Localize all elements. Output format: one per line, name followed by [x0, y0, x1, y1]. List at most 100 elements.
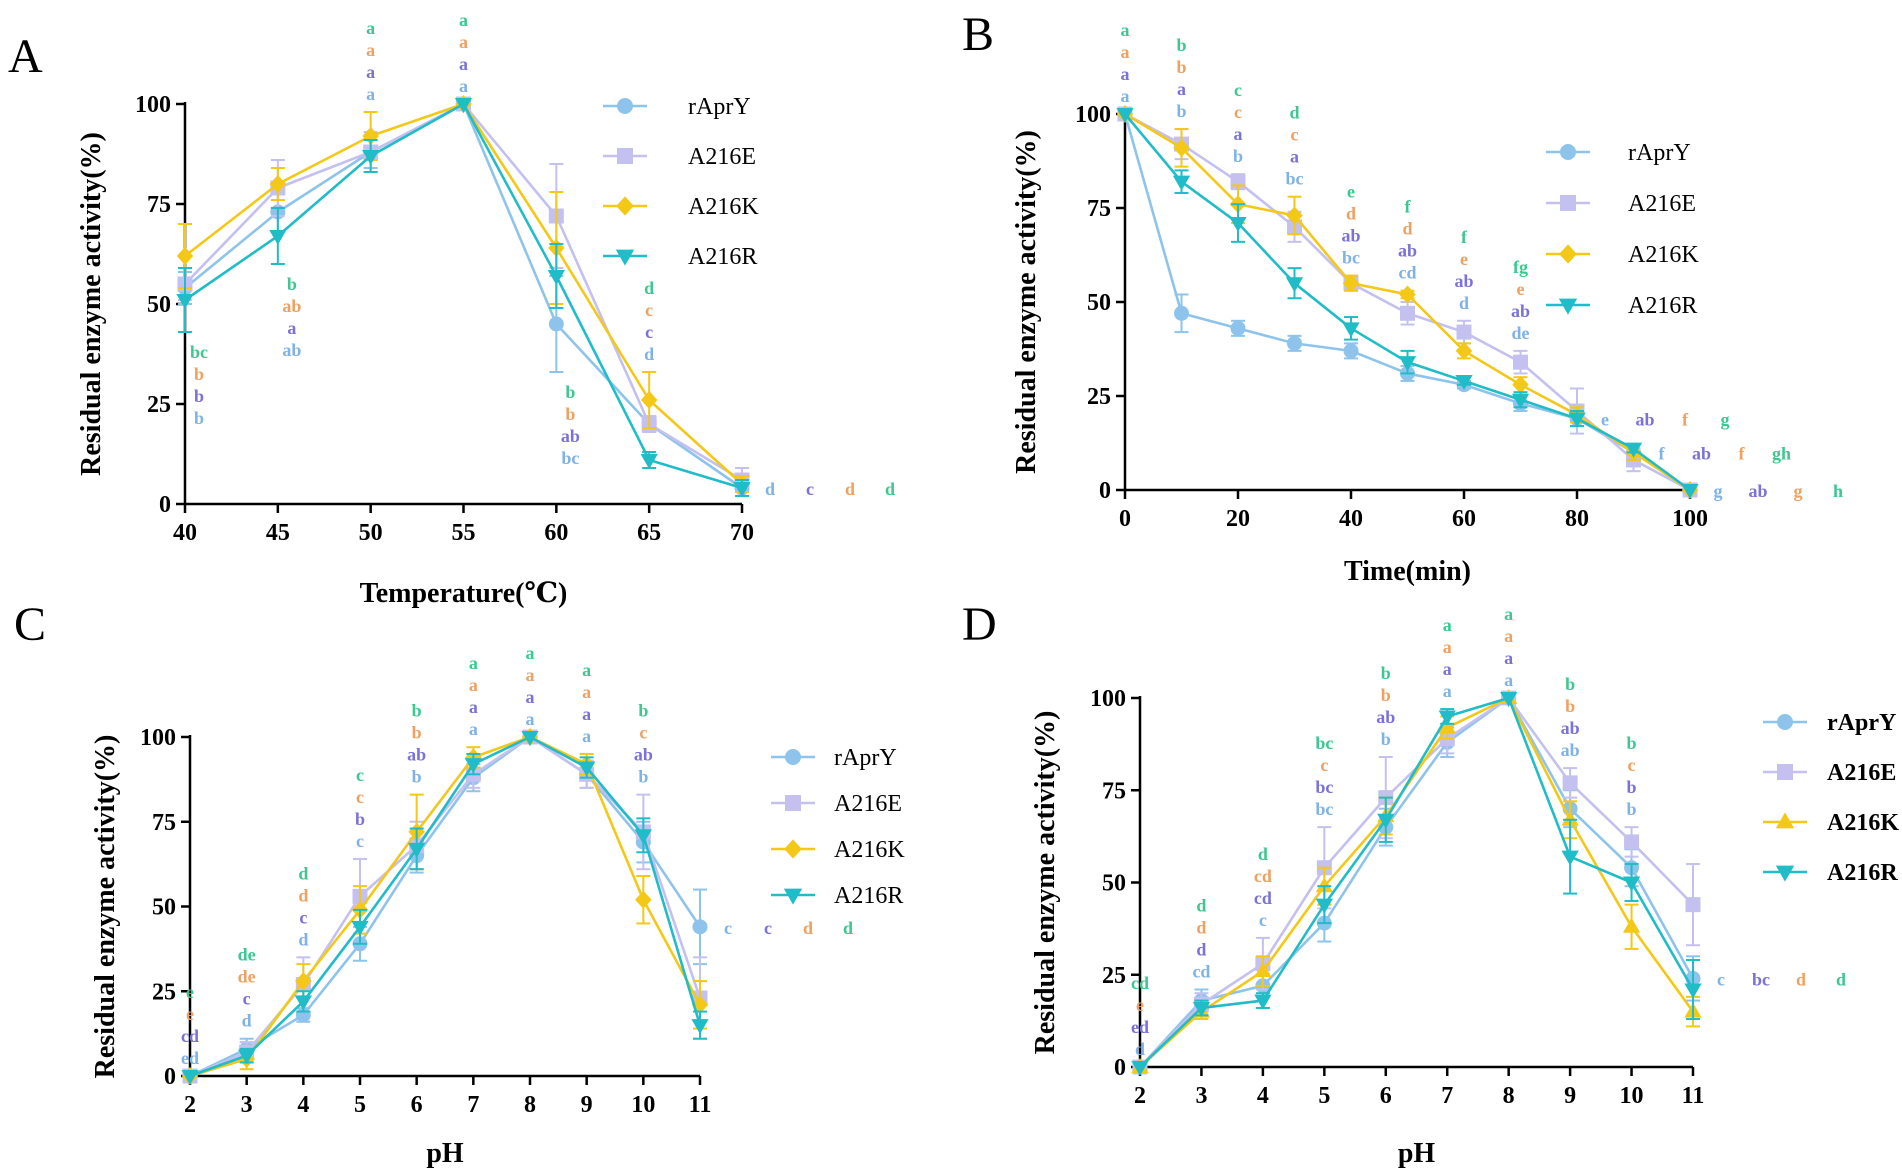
significance-letter: bc [1315, 733, 1333, 753]
series-line [1139, 696, 1694, 1068]
data-point [1500, 692, 1518, 707]
x-tick-label: 45 [266, 520, 290, 546]
series-A216E [1132, 690, 1701, 1075]
x-tick-label: 8 [524, 1092, 536, 1118]
significance-letter: d [803, 918, 813, 938]
data-point [1343, 343, 1359, 359]
y-tick-label: 100 [135, 92, 171, 118]
significance-letter: bc [1752, 969, 1770, 989]
series-rAprY [177, 96, 750, 497]
data-point [362, 150, 380, 165]
significance-letter: a [1121, 86, 1130, 106]
significance-letter: d [242, 1011, 252, 1031]
significance-letter: b [194, 364, 204, 384]
series-line [184, 102, 743, 485]
significance-letter: bc [1315, 799, 1333, 819]
significance-letter: c [1717, 969, 1725, 989]
x-axis-title: pH [1398, 1138, 1436, 1169]
significance-letter: c [639, 723, 647, 743]
data-point [1685, 897, 1701, 913]
data-point [181, 1070, 199, 1085]
panel-letter: D [962, 598, 997, 651]
y-tick-label: 50 [147, 292, 171, 318]
data-point [1287, 335, 1302, 351]
x-tick-label: 11 [1682, 1083, 1705, 1109]
data-point [295, 972, 312, 991]
data-point [1622, 876, 1641, 892]
significance-letter: d [1196, 896, 1206, 916]
significance-letter: cd [181, 1026, 199, 1046]
significance-letter: a [1443, 615, 1452, 635]
legend-marker [1560, 144, 1576, 160]
x-tick-label: 5 [1318, 1083, 1330, 1109]
legend-label: A216R [688, 244, 757, 270]
series-line [189, 735, 702, 1078]
significance-letter: e [1347, 182, 1355, 202]
x-tick-label: 10 [631, 1092, 655, 1118]
significance-letter: b [1565, 674, 1575, 694]
significance-letter: d [1459, 293, 1469, 313]
series-rAprY [1132, 690, 1701, 1075]
significance-letter: d [1258, 844, 1268, 864]
significance-letter: d [845, 479, 855, 499]
significance-letter: f [1739, 443, 1746, 463]
significance-letter: c [243, 989, 251, 1009]
significance-letter: d [1196, 918, 1206, 938]
y-tick-label: 25 [1102, 963, 1126, 989]
significance-letter: a [582, 682, 591, 702]
significance-letter: a [1443, 659, 1452, 679]
legend-marker [617, 148, 633, 164]
significance-letter: f [1682, 410, 1689, 430]
significance-letter: cd [1131, 973, 1149, 993]
significance-letter: a [582, 726, 591, 746]
data-point [1455, 374, 1473, 390]
significance-letter: b [565, 404, 575, 424]
x-tick-label: 9 [1564, 1083, 1576, 1109]
significance-letter: c [645, 300, 653, 320]
significance-letter: d [298, 863, 308, 883]
significance-letter: a [526, 709, 535, 729]
significance-letter: bc [1286, 169, 1304, 189]
y-tick-label: 25 [1087, 384, 1111, 410]
significance-letter: e [1517, 279, 1525, 299]
data-point [408, 842, 426, 858]
data-point [547, 270, 565, 285]
x-tick-label: 60 [544, 520, 568, 546]
significance-letter: c [1234, 80, 1242, 100]
series-A216R [181, 731, 709, 1085]
y-axis-title: Residual enzyme activity(%) [90, 735, 121, 1079]
y-tick-label: 0 [1114, 1055, 1126, 1081]
significance-letter: ab [1398, 241, 1417, 261]
series-line [1139, 696, 1695, 1068]
legend-marker [1777, 764, 1793, 780]
x-axis-title: pH [426, 1138, 464, 1169]
series-line [184, 102, 743, 482]
significance-letter: a [287, 318, 296, 338]
significance-letter: a [366, 18, 375, 38]
legend: rAprY A216E A216K A216R [603, 94, 759, 270]
y-tick-label: 75 [152, 810, 176, 836]
data-point [269, 230, 287, 245]
data-point [464, 758, 482, 774]
significance-letter: f [1659, 443, 1666, 463]
significance-letter: a [1504, 604, 1513, 624]
significance-letter: d [1836, 969, 1846, 989]
significance-letter: a [366, 40, 375, 60]
data-point [692, 919, 708, 935]
legend-label: A216R [834, 883, 903, 909]
significance-letter: a [1177, 79, 1186, 99]
significance-letter: gh [1772, 443, 1791, 463]
series-A216E [182, 729, 708, 1084]
data-point [1438, 718, 1456, 734]
significance-letter: ab [407, 745, 426, 765]
data-point [1624, 834, 1640, 850]
significance-letter: c [645, 322, 653, 342]
data-point [1174, 305, 1189, 321]
significance-letter: e [1460, 249, 1468, 269]
significance-letter: b [1381, 663, 1391, 683]
significance-letter: h [1833, 481, 1843, 501]
significance-letter: a [582, 704, 591, 724]
significance-letter: de [1512, 323, 1530, 343]
significance-letter: e [1601, 410, 1609, 430]
y-tick-label: 50 [1087, 290, 1111, 316]
